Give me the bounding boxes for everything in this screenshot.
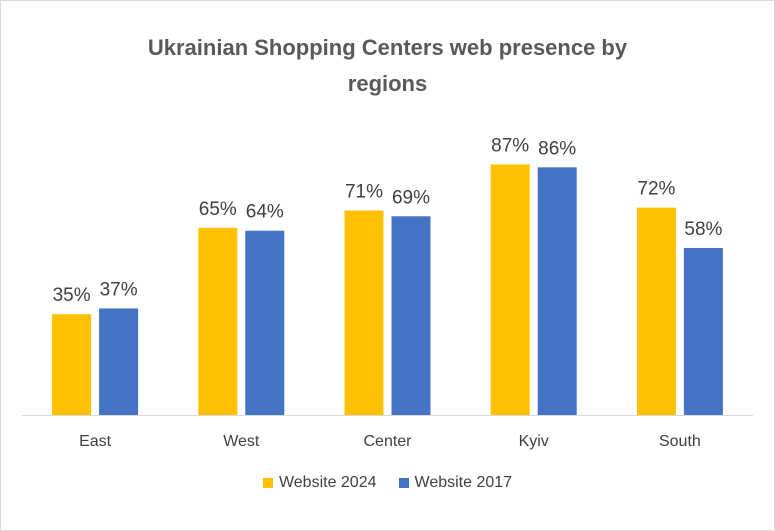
x-tick-label-west: West xyxy=(223,433,260,450)
data-label-east-website-2024: 35% xyxy=(53,285,91,306)
chart-title-line-2: regions xyxy=(347,71,428,96)
legend-swatch-website-2024 xyxy=(262,478,273,488)
bar-south-website-2017 xyxy=(683,247,723,415)
x-tick-label-south: South xyxy=(659,433,701,450)
bar-kyiv-website-2024 xyxy=(490,164,530,415)
chart-title-line-1: Ukrainian Shopping Centers web presence … xyxy=(147,35,628,60)
data-label-east-website-2017: 37% xyxy=(100,279,138,300)
bar-center-website-2017 xyxy=(391,216,431,415)
x-tick-label-center: Center xyxy=(363,433,412,450)
legend-item-website-2017: Website 2017 xyxy=(398,474,513,492)
legend-label-website-2024: Website 2024 xyxy=(278,474,377,491)
data-label-center-website-2017: 69% xyxy=(392,187,430,208)
data-label-west-website-2024: 65% xyxy=(199,199,237,220)
data-label-west-website-2017: 64% xyxy=(246,202,284,223)
bar-east-website-2017 xyxy=(99,308,139,415)
bar-west-website-2017 xyxy=(245,230,285,415)
x-tick-label-kyiv: Kyiv xyxy=(519,433,549,450)
bar-west-website-2024 xyxy=(198,227,238,415)
x-tick-label-east: East xyxy=(79,433,112,450)
data-label-south-website-2017: 58% xyxy=(684,219,722,240)
chart-legend: Website 2024 Website 2017 xyxy=(0,474,775,492)
data-label-south-website-2024: 72% xyxy=(637,179,675,200)
bar-kyiv-website-2017 xyxy=(537,167,577,415)
legend-label-website-2017: Website 2017 xyxy=(414,474,513,491)
bar-center-website-2024 xyxy=(344,210,384,415)
data-label-center-website-2024: 71% xyxy=(345,182,383,203)
legend-swatch-website-2017 xyxy=(398,478,409,488)
chart-title: Ukrainian Shopping Centers web presence … xyxy=(0,30,775,102)
data-label-kyiv-website-2017: 86% xyxy=(538,138,576,159)
data-label-kyiv-website-2024: 87% xyxy=(491,135,529,156)
bar-south-website-2024 xyxy=(636,207,676,415)
bar-east-website-2024 xyxy=(52,314,92,415)
legend-item-website-2024: Website 2024 xyxy=(262,474,377,492)
